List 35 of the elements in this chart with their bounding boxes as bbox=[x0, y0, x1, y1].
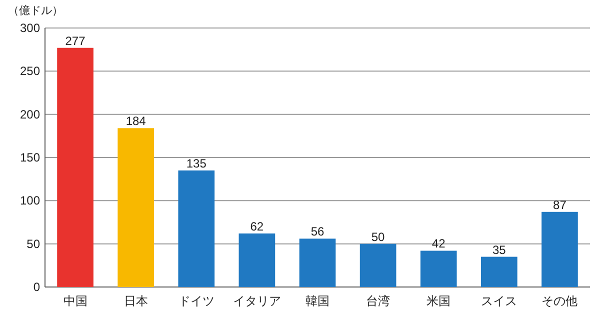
bar bbox=[481, 256, 518, 287]
x-tick-label: ドイツ bbox=[178, 294, 214, 308]
bar bbox=[420, 250, 457, 287]
data-label: 42 bbox=[432, 236, 446, 251]
y-tick-label: 200 bbox=[20, 107, 40, 122]
y-tick-label: 300 bbox=[20, 21, 40, 35]
bar bbox=[57, 48, 94, 287]
y-tick-label: 100 bbox=[20, 194, 40, 208]
data-label: 277 bbox=[65, 34, 86, 48]
x-tick-label: 中国 bbox=[63, 294, 88, 308]
bar bbox=[299, 238, 336, 287]
bar bbox=[118, 128, 154, 287]
y-tick-label: 0 bbox=[33, 280, 40, 294]
x-tick-label: 日本 bbox=[124, 294, 148, 308]
x-tick-label: その他 bbox=[542, 294, 578, 308]
x-tick-label: 台湾 bbox=[366, 294, 390, 308]
y-tick-label: 250 bbox=[20, 64, 40, 78]
data-label: 135 bbox=[186, 156, 207, 170]
bar bbox=[178, 170, 215, 287]
bar bbox=[238, 233, 276, 287]
data-label: 35 bbox=[492, 242, 506, 257]
bar bbox=[542, 212, 578, 287]
bar bbox=[360, 244, 396, 287]
data-label: 184 bbox=[126, 114, 146, 128]
x-tick-label: 韓国 bbox=[306, 294, 330, 308]
data-label: 56 bbox=[310, 224, 324, 239]
x-tick-label: イタリア bbox=[232, 294, 281, 308]
y-tick-label: 50 bbox=[26, 236, 40, 251]
y-axis-title: （億ドル） bbox=[8, 4, 63, 17]
data-label: 62 bbox=[250, 219, 264, 234]
x-tick-label: スイス bbox=[481, 294, 518, 308]
data-label: 87 bbox=[553, 198, 567, 212]
y-tick-label: 150 bbox=[20, 150, 40, 164]
data-label: 50 bbox=[371, 230, 386, 244]
x-tick-label: 米国 bbox=[426, 294, 451, 308]
